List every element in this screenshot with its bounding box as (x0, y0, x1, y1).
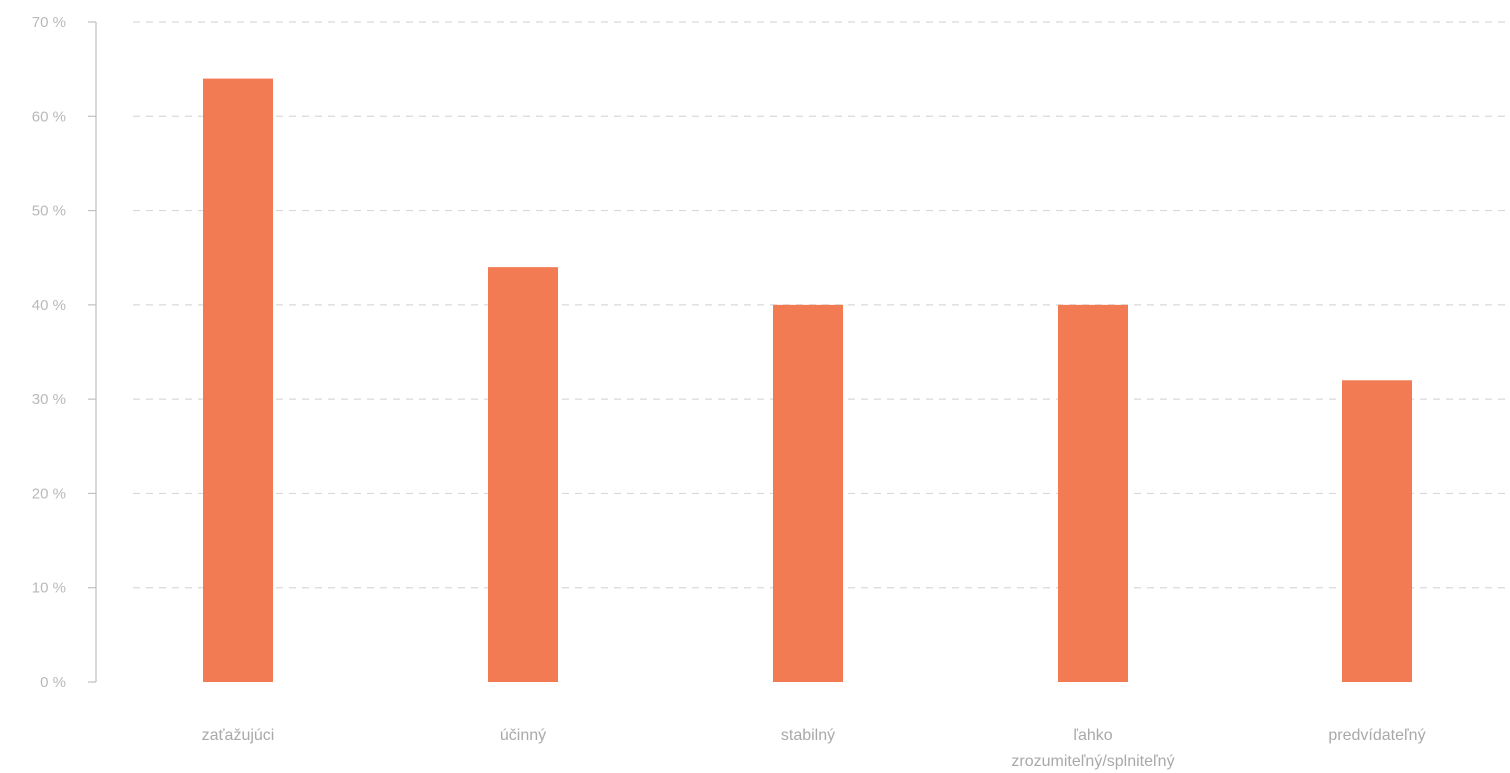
x-category-label-line: zaťažujúci (202, 727, 275, 744)
y-tick-label: 60 % (32, 108, 66, 125)
x-category-label: účinný (500, 727, 546, 744)
bar (1342, 380, 1412, 682)
y-tick-label: 20 % (32, 485, 66, 502)
y-tick-label: 50 % (32, 203, 66, 220)
bar (1058, 304, 1128, 682)
x-category-label: ľahko zrozumiteľný/splniteľný (1011, 727, 1174, 770)
x-category-label-line: účinný (500, 727, 546, 744)
x-category-label-line: predvídateľný (1328, 727, 1425, 744)
y-tick-label: 30 % (32, 391, 66, 408)
x-category-label-line: stabilný (781, 727, 835, 744)
bar (203, 78, 273, 683)
x-category-label: stabilný (781, 727, 835, 744)
x-category-label-line: ľahko (1073, 727, 1112, 744)
y-tick-label: 70 % (32, 14, 66, 31)
y-tick-label: 40 % (32, 297, 66, 314)
bar (488, 267, 558, 682)
x-category-label: predvídateľný (1328, 727, 1425, 744)
y-tick-label: 0 % (40, 674, 66, 691)
x-category-label: zaťažujúci (202, 727, 275, 744)
x-category-label-line: zrozumiteľný/splniteľný (1011, 753, 1174, 770)
bar (773, 304, 843, 682)
y-tick-label: 10 % (32, 580, 66, 597)
